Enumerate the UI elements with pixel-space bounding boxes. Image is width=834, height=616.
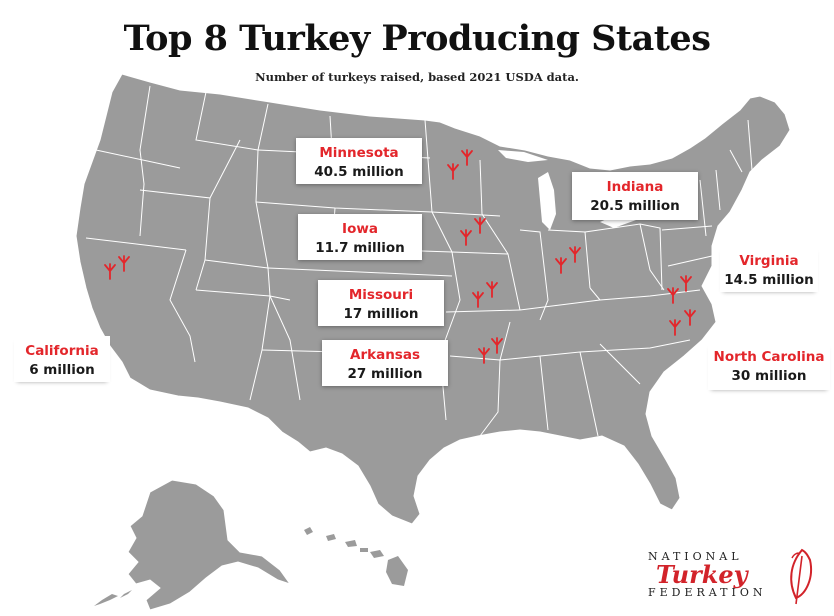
state-name: Arkansas: [350, 347, 420, 363]
turkey-track-icon: [472, 291, 484, 308]
turkey-track-icon: [460, 229, 472, 246]
state-name: Iowa: [342, 221, 378, 237]
state-value: 14.5 million: [724, 272, 814, 288]
state-name: Virginia: [739, 253, 799, 269]
turkey-track-icon: [118, 255, 130, 272]
state-value: 20.5 million: [590, 198, 680, 214]
state-value: 6 million: [29, 362, 95, 378]
label-north-carolina: North Carolina 30 million: [708, 342, 830, 390]
state-value: 27 million: [347, 366, 423, 382]
state-name: North Carolina: [713, 349, 825, 365]
state-value: 17 million: [343, 306, 419, 322]
state-value: 40.5 million: [314, 164, 404, 180]
state-name: Indiana: [606, 179, 664, 195]
logo-line-federation: FEDERATION: [648, 586, 767, 599]
hawaii-shape: [304, 527, 408, 586]
state-value: 11.7 million: [315, 240, 405, 256]
turkey-track-icon: [684, 309, 696, 326]
turkey-track-icon: [447, 163, 459, 180]
turkey-track-icon: [569, 246, 581, 263]
logo-line-turkey: Turkey: [656, 560, 748, 589]
turkey-track-icon: [680, 275, 692, 292]
turkey-track-icon: [474, 217, 486, 234]
state-name: Minnesota: [319, 145, 399, 161]
state-name: California: [25, 343, 99, 359]
map-subtitle: Number of turkeys raised, based 2021 USD…: [255, 70, 579, 84]
label-arkansas: Arkansas 27 million: [322, 340, 448, 386]
turkey-track-icon: [555, 257, 567, 274]
turkey-track-icon: [478, 347, 490, 364]
ntf-logo: NATIONAL Turkey FEDERATION: [640, 546, 830, 608]
feather-icon: [790, 548, 812, 605]
logo-line-national: NATIONAL: [648, 550, 743, 563]
state-name: Missouri: [348, 287, 414, 303]
label-missouri: Missouri 17 million: [318, 280, 444, 326]
state-borders: [85, 85, 753, 437]
turkey-track-icon: [461, 149, 473, 166]
turkey-track-icon: [669, 319, 681, 336]
map-title: Top 8 Turkey Producing States: [123, 18, 711, 59]
alaska-shape: [127, 479, 292, 611]
label-indiana: Indiana 20.5 million: [572, 172, 698, 220]
label-california: California 6 million: [14, 336, 110, 382]
turkey-track-icon: [667, 287, 679, 304]
turkey-markers: [104, 149, 696, 364]
turkey-track-icon: [491, 337, 503, 354]
turkey-track-icon: [486, 281, 498, 298]
label-iowa: Iowa 11.7 million: [298, 214, 422, 260]
label-minnesota: Minnesota 40.5 million: [296, 138, 422, 184]
state-value: 30 million: [731, 368, 807, 384]
label-virginia: Virginia 14.5 million: [720, 246, 818, 292]
turkey-track-icon: [104, 263, 116, 280]
